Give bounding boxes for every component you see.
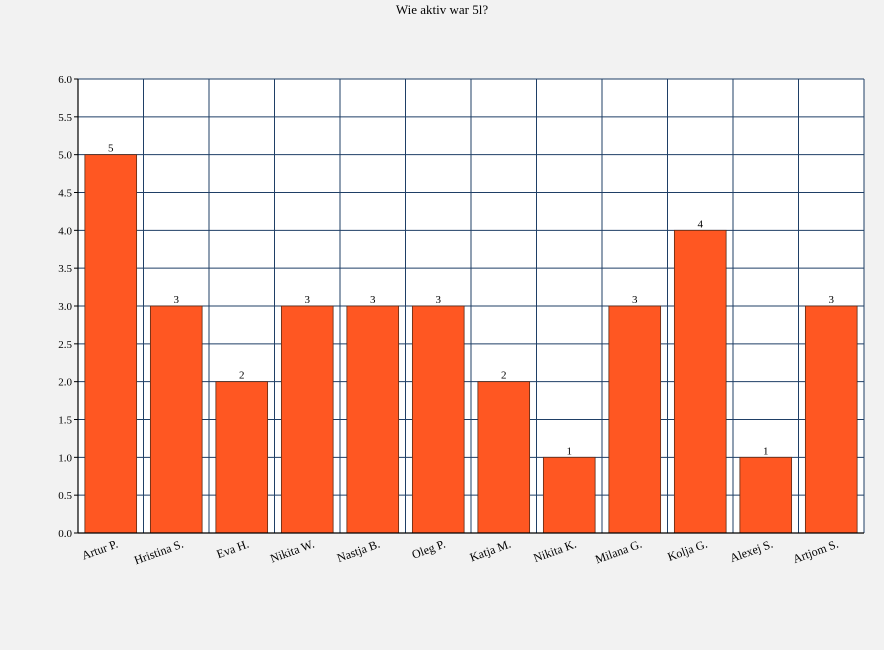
x-tick-label: Nastja B. (335, 537, 382, 565)
y-tick-label: 5.0 (58, 150, 72, 162)
data-label: 3 (436, 294, 442, 306)
y-tick-label: 2.5 (58, 339, 72, 351)
data-label: 1 (567, 445, 573, 457)
bar (608, 305, 662, 534)
y-tick-label: 0.0 (58, 528, 72, 540)
data-label: 4 (698, 218, 704, 230)
y-tick-label: 4.5 (58, 188, 72, 200)
data-label: 1 (763, 445, 769, 457)
y-tick-label: 3.5 (58, 263, 72, 275)
axes (74, 78, 864, 534)
data-label: 3 (305, 294, 311, 306)
data-label: 5 (108, 143, 114, 155)
bar (280, 305, 334, 534)
bar (542, 456, 596, 534)
data-label: 3 (829, 294, 835, 306)
x-tick-label: Oleg P. (410, 537, 447, 562)
x-tick-label: Kolja G. (666, 537, 710, 564)
bar (804, 305, 858, 534)
x-tick-label: Alexej S. (728, 537, 775, 565)
bar (673, 229, 727, 534)
y-tick-label: 1.5 (58, 415, 72, 427)
data-label: 2 (501, 370, 507, 382)
bar (739, 456, 793, 534)
x-tick-label: Katja M. (468, 537, 513, 565)
bar (346, 305, 400, 534)
bar (215, 381, 269, 534)
data-label: 3 (174, 294, 180, 306)
data-label: 2 (239, 370, 245, 382)
x-tick-label: Artjom S. (791, 537, 840, 566)
x-tick-label: Nikita K. (532, 537, 579, 565)
x-tick-label: Artur P. (80, 537, 120, 563)
y-tick-label: 4.0 (58, 225, 72, 237)
bars (84, 154, 858, 534)
y-tick-label: 6.0 (58, 74, 72, 86)
data-label: 3 (632, 294, 638, 306)
y-tick-label: 2.0 (58, 377, 72, 389)
y-tick-label: 3.0 (58, 301, 72, 313)
y-tick-label: 0.5 (58, 490, 72, 502)
data-label: 3 (370, 294, 376, 306)
bar (84, 154, 138, 534)
bar (411, 305, 465, 534)
x-tick-label: Nikita W. (268, 537, 316, 566)
y-tick-label: 1.0 (58, 452, 72, 464)
bar (149, 305, 203, 534)
x-tick-label: Hristina S. (132, 537, 185, 568)
chart-title: Wie aktiv war 5l? (395, 2, 489, 17)
bar (477, 381, 531, 534)
y-tick-label: 5.5 (58, 112, 72, 124)
x-tick-label: Eva H. (215, 537, 251, 562)
x-tick-label: Milana G. (593, 537, 644, 567)
